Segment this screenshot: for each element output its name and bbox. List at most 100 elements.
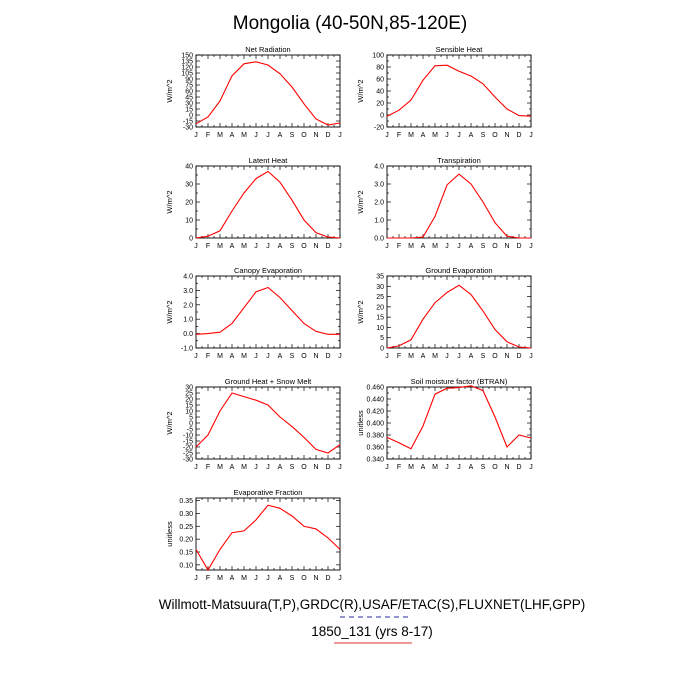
x-tick-label: M [432, 353, 438, 360]
y-tick-label: 0.400 [366, 421, 384, 428]
x-tick-label: A [421, 243, 426, 250]
x-tick-label: A [421, 464, 426, 471]
x-tick-label: J [385, 243, 389, 250]
y-tick-label: -30 [183, 457, 193, 464]
y-tick-label: -20 [183, 445, 193, 452]
y-tick-label: 0 [189, 236, 193, 243]
y-tick-label: 40 [376, 89, 384, 96]
y-tick-label: -30 [183, 125, 193, 132]
x-tick-label: N [504, 464, 509, 471]
series-line [195, 504, 341, 572]
y-tick-label: 20 [185, 200, 193, 207]
y-tick-label: 0.440 [366, 397, 384, 404]
x-tick-label: F [397, 132, 401, 139]
panel-title: Transpiration [437, 156, 481, 165]
x-tick-label: N [313, 575, 318, 582]
y-tick-label: 30 [185, 385, 193, 392]
x-tick-label: F [206, 132, 210, 139]
x-tick-label: J [338, 353, 342, 360]
y-tick-label: 3.0 [183, 288, 193, 295]
x-tick-label: J [194, 132, 198, 139]
plot-frame [195, 275, 341, 349]
x-tick-label: M [241, 132, 247, 139]
footer-case-line: 1850_131 (yrs 8-17) [311, 624, 433, 639]
x-tick-label: A [469, 132, 474, 139]
x-tick-label: N [313, 132, 318, 139]
x-tick-label: O [301, 575, 307, 582]
x-tick-label: O [492, 464, 498, 471]
y-tick-label: 20 [185, 397, 193, 404]
x-tick-label: A [469, 243, 474, 250]
x-tick-label: A [278, 575, 283, 582]
x-tick-label: J [529, 132, 533, 139]
x-tick-label: D [325, 243, 330, 250]
x-tick-label: J [457, 132, 461, 139]
x-tick-label: J [445, 464, 449, 471]
y-tick-label: 3.0 [374, 182, 384, 189]
panel-title: Net Radiation [245, 45, 290, 54]
y-tick-label: 0.25 [179, 524, 193, 531]
x-tick-label: O [301, 243, 307, 250]
x-tick-label: F [206, 464, 210, 471]
y-tick-label: 0 [380, 346, 384, 353]
x-tick-label: J [457, 243, 461, 250]
y-tick-label: 75 [185, 83, 193, 90]
y-tick-label: 2.0 [183, 302, 193, 309]
x-tick-label: F [397, 243, 401, 250]
panel-title: Latent Heat [249, 156, 289, 165]
y-tick-label: 0 [189, 421, 193, 428]
y-axis-label: W/m^2 [356, 190, 365, 213]
x-tick-label: J [266, 243, 270, 250]
x-tick-label: S [481, 464, 486, 471]
y-tick-label: 0.0 [183, 331, 193, 338]
x-tick-label: J [457, 353, 461, 360]
x-tick-label: O [301, 353, 307, 360]
y-tick-label: 100 [372, 53, 384, 60]
x-tick-label: D [516, 464, 521, 471]
series-line [195, 170, 341, 239]
x-tick-label: J [254, 353, 258, 360]
plot-frame [386, 54, 532, 128]
y-tick-label: -20 [374, 125, 384, 132]
x-tick-label: O [492, 132, 498, 139]
y-tick-label: 0 [189, 113, 193, 120]
x-tick-label: D [516, 353, 521, 360]
x-tick-label: A [230, 132, 235, 139]
y-tick-label: -1.0 [181, 346, 193, 353]
y-axis-label: unitless [356, 410, 365, 436]
x-tick-label: A [469, 353, 474, 360]
x-tick-label: M [217, 243, 223, 250]
x-tick-label: A [469, 464, 474, 471]
x-tick-label: J [194, 464, 198, 471]
x-tick-label: S [481, 353, 486, 360]
series-line [195, 392, 341, 454]
y-tick-label: 4.0 [374, 164, 384, 171]
y-tick-label: 105 [181, 71, 193, 78]
x-tick-label: F [206, 575, 210, 582]
y-axis-label: W/m^2 [165, 300, 174, 323]
y-tick-label: 0.420 [366, 409, 384, 416]
x-tick-label: O [492, 243, 498, 250]
x-tick-label: D [325, 575, 330, 582]
x-tick-label: J [194, 575, 198, 582]
plot-frame [386, 275, 532, 349]
x-tick-label: D [516, 132, 521, 139]
y-axis-label: W/m^2 [356, 79, 365, 102]
x-tick-label: F [397, 353, 401, 360]
plot-frame [195, 497, 341, 571]
y-tick-label: -15 [183, 439, 193, 446]
x-tick-label: M [217, 464, 223, 471]
y-tick-label: 20 [376, 304, 384, 311]
panel-title: Ground Heat + Snow Melt [225, 377, 312, 386]
y-tick-label: 90 [185, 77, 193, 84]
x-tick-label: D [325, 132, 330, 139]
y-tick-label: 60 [376, 77, 384, 84]
x-tick-label: J [445, 243, 449, 250]
x-tick-label: M [241, 464, 247, 471]
y-axis-label: W/m^2 [356, 300, 365, 323]
x-tick-label: J [254, 575, 258, 582]
x-tick-label: J [254, 132, 258, 139]
